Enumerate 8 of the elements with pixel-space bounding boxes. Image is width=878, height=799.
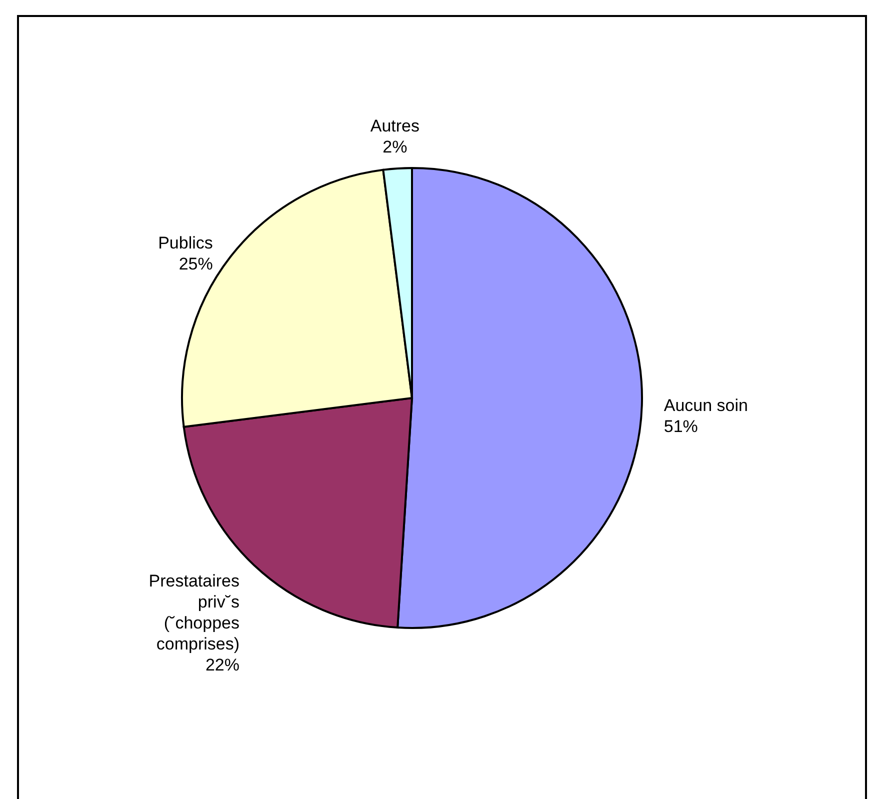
data-label: 2% <box>382 138 408 157</box>
slice-label: Autres <box>370 116 420 136</box>
data-label: 51% <box>664 416 698 436</box>
slice-label: Prestataires priv˘s (˘choppes comprises) <box>148 572 240 654</box>
slice-label: Publics <box>158 234 213 253</box>
data-label: 22% <box>205 656 240 675</box>
slice-label: Aucun soin <box>664 396 748 415</box>
data-label: 25% <box>178 254 213 274</box>
